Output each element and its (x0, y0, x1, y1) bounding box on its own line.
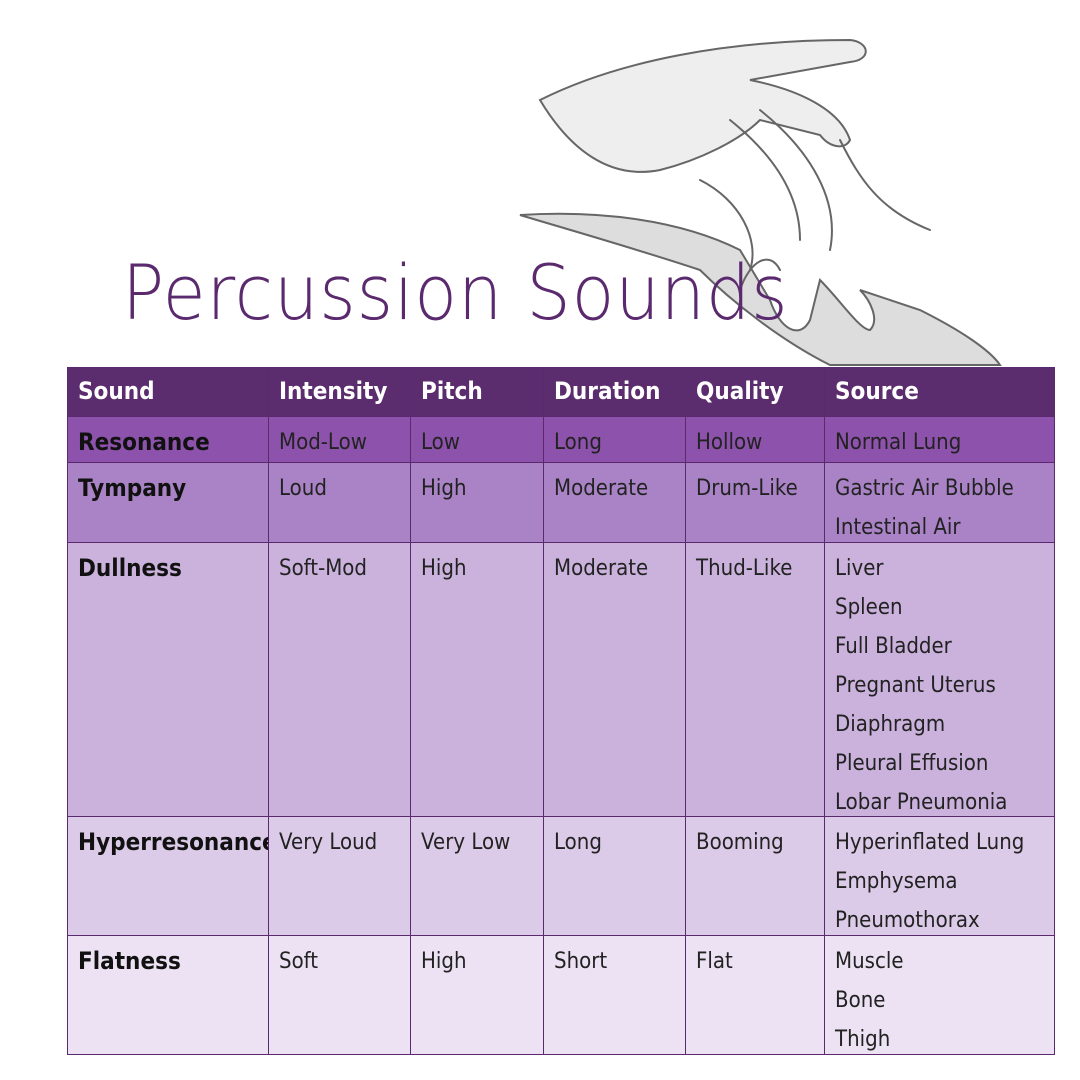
cell-text: Loud (279, 476, 327, 501)
cell-text: High (421, 556, 467, 581)
row-header: Hyperresonance (78, 828, 277, 856)
table-cell: Quality (685, 367, 826, 418)
hands-illustration (519, 38, 1002, 366)
table-cell: Soft-Mod (268, 542, 412, 818)
cell-text: Very Loud (279, 830, 378, 855)
column-header: Sound (78, 377, 155, 405)
table-cell: Hollow (685, 416, 826, 464)
table-cell: Drum-Like (685, 462, 826, 544)
column-header: Duration (554, 377, 661, 405)
table-cell: Source (824, 367, 1055, 418)
cell-text: Booming (696, 830, 784, 855)
cell-text: Moderate (554, 476, 649, 501)
title: Percussion Sounds (122, 248, 789, 337)
table-cell: Moderate (543, 462, 687, 544)
row-header: Resonance (78, 428, 210, 456)
cell-text: Very Low (421, 830, 511, 855)
table-cell: Hyperresonance (67, 816, 277, 937)
source-item: Pleural Effusion (835, 751, 989, 776)
cell-text: Moderate (554, 556, 649, 581)
row-header: Dullness (78, 554, 182, 582)
source-item: Lobar Pneumonia (835, 790, 1008, 815)
column-header: Source (835, 377, 919, 405)
cell-text: High (421, 476, 467, 501)
table-cell: High (410, 462, 545, 544)
source-item: Diaphragm (835, 712, 946, 737)
cell-text: Hollow (696, 430, 763, 455)
table-cell: Sound (67, 367, 270, 418)
source-item: Intestinal Air (835, 515, 961, 540)
source-item: Liver (835, 556, 884, 581)
table-cell: Gastric Air Bubble Intestinal Air (824, 462, 1055, 544)
source-item: Thigh (835, 1027, 891, 1052)
cell-text: Mod-Low (279, 430, 367, 455)
column-header: Quality (696, 377, 784, 405)
source-item: Pneumothorax (835, 908, 980, 933)
column-header: Pitch (421, 377, 483, 405)
source-item: Bone (835, 988, 886, 1013)
table-cell: High (410, 542, 545, 818)
table-cell: Flat (685, 935, 826, 1055)
source-item: Hyperinflated Lung (835, 830, 1025, 855)
table-cell: Intensity (268, 367, 412, 418)
cell-text: Soft (279, 949, 319, 974)
cell-text: Short (554, 949, 608, 974)
table-cell: Flatness (67, 935, 270, 1055)
table-cell: Low (410, 416, 545, 464)
table-cell: Loud (268, 462, 412, 544)
cell-text: Flat (696, 949, 733, 974)
source-item: Pregnant Uterus (835, 673, 996, 698)
source-item: Muscle (835, 949, 904, 974)
cell-text: Long (554, 830, 602, 855)
row-header: Flatness (78, 947, 181, 975)
table-cell: Long (543, 816, 687, 937)
table-cell: Muscle Bone Thigh (824, 935, 1055, 1055)
table-cell: Very Loud (268, 816, 412, 937)
cell-text: Soft-Mod (279, 556, 367, 581)
table-cell: Normal Lung (824, 416, 1055, 464)
table-cell: Dullness (67, 542, 270, 818)
cell-text: Thud-Like (696, 556, 793, 581)
table-cell: Very Low (410, 816, 545, 937)
table-cell: Thud-Like (685, 542, 826, 818)
table-cell: Long (543, 416, 687, 464)
table-cell: Liver Spleen Full Bladder Pregnant Uterus Di… (824, 542, 1055, 818)
source-item: Normal Lung (835, 430, 962, 455)
table-cell: Hyperinflated Lung Emphysema Pneumothorax (824, 816, 1055, 937)
table-cell: Resonance (67, 416, 270, 464)
table-cell: Duration (543, 367, 687, 418)
cell-text: Low (421, 430, 460, 455)
table-cell: Tympany (67, 462, 270, 544)
table-cell: Soft (268, 935, 412, 1055)
table-cell: Booming (685, 816, 826, 937)
row-header: Tympany (78, 474, 187, 502)
table-cell: Moderate (543, 542, 687, 818)
column-header: Intensity (279, 377, 388, 405)
table-cell: Short (543, 935, 687, 1055)
cell-text: High (421, 949, 467, 974)
source-item: Full Bladder (835, 634, 952, 659)
source-item: Spleen (835, 595, 903, 620)
table-cell: Mod-Low (268, 416, 412, 464)
table-cell: High (410, 935, 545, 1055)
cell-text: Long (554, 430, 602, 455)
cell-text: Drum-Like (696, 476, 798, 501)
table-cell: Pitch (410, 367, 545, 418)
source-item: Gastric Air Bubble (835, 476, 1014, 501)
source-item: Emphysema (835, 869, 958, 894)
